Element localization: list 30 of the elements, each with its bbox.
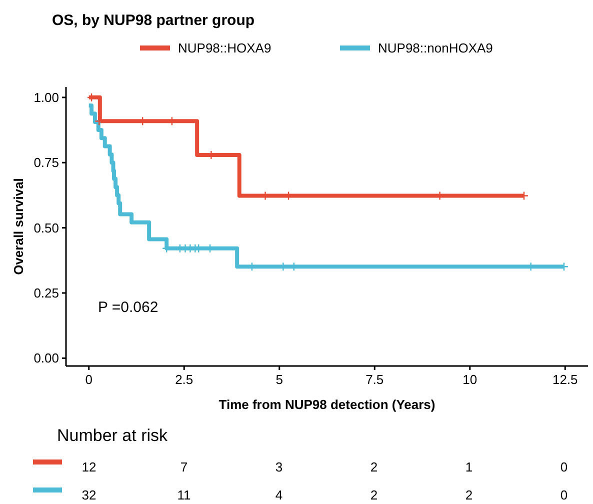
x-tick-label: 7.5: [366, 372, 384, 387]
x-tick-label: 2.5: [175, 372, 194, 387]
x-tick-label: 12.5: [552, 372, 578, 387]
data-label: 2: [370, 488, 378, 503]
data-label: 7: [180, 460, 188, 475]
legend-label: NUP98::HOXA9: [178, 40, 272, 56]
data-label: 0: [560, 460, 568, 475]
x-tick-label: 10: [462, 372, 478, 387]
y-axis-title: Overall survival: [11, 178, 26, 275]
data-label: 32: [82, 488, 96, 503]
chart-title: OS, by NUP98 partner group: [52, 12, 255, 29]
x-axis-title: Time from NUP98 detection (Years): [218, 397, 436, 412]
data-label: 2: [370, 460, 378, 475]
y-tick-label: 0.25: [34, 286, 59, 301]
y-tick-label: 0.50: [34, 220, 59, 236]
data-label: 3: [275, 460, 283, 475]
legend-label: NUP98::nonHOXA9: [378, 40, 493, 56]
data-label: 4: [275, 488, 283, 503]
y-tick-label: 0.75: [34, 155, 59, 170]
data-label: 2: [465, 488, 473, 503]
data-label: 11: [177, 488, 191, 503]
data-label: 0: [560, 488, 568, 503]
y-tick-label: 0.00: [34, 350, 59, 366]
chart-title: Number at risk: [57, 426, 168, 445]
annotation: P =0.062: [98, 299, 158, 316]
data-label: 1: [465, 460, 473, 475]
y-tick-label: 1.00: [34, 90, 59, 105]
x-tick-label: 5: [276, 372, 283, 387]
data-label: 12: [82, 460, 96, 475]
x-tick-label: 0: [85, 372, 92, 387]
